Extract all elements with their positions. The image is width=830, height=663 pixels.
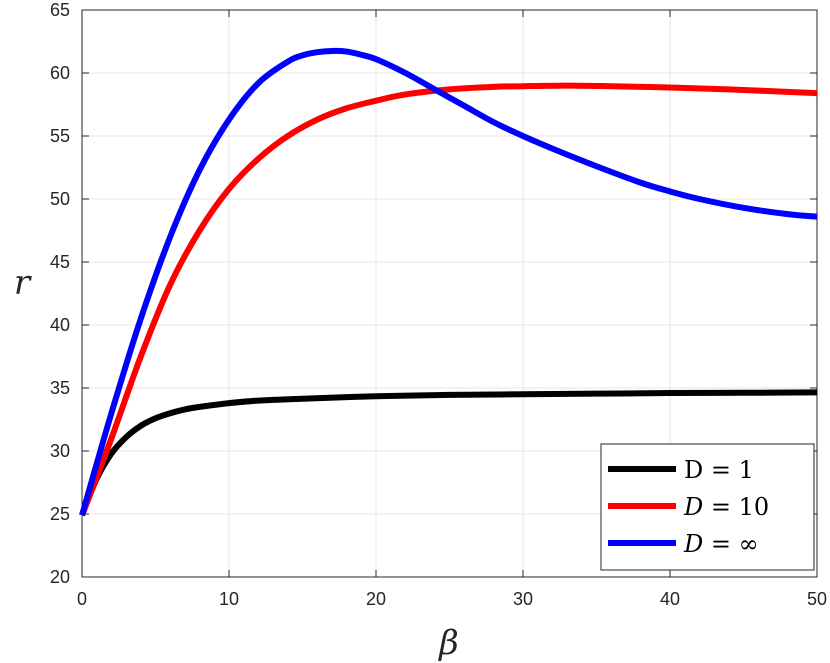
legend-entry-variable: D <box>683 493 703 521</box>
legend-entry-variable: D <box>684 456 703 484</box>
x-tick-label: 0 <box>77 589 87 609</box>
y-tick-label: 50 <box>50 189 70 209</box>
axis-ticks: 0 10 20 30 40 50 20 25 30 35 40 45 50 55 60 65 <box>50 0 827 609</box>
series-layer <box>79 47 818 517</box>
x-tick-label: 10 <box>219 589 239 609</box>
legend-entry-value: = ∞ <box>703 530 758 558</box>
legend: D = 1D = 10D = ∞ <box>600 443 815 571</box>
y-tick-label: 40 <box>50 315 70 335</box>
x-tick-label: 40 <box>660 589 680 609</box>
x-tick-label: 20 <box>366 589 386 609</box>
legend-entry-label: D = 10 <box>683 493 769 521</box>
x-axis-label: β <box>437 623 459 663</box>
x-tick-label: 30 <box>513 589 533 609</box>
y-tick-label: 20 <box>50 567 70 587</box>
series-line-1 <box>79 389 818 517</box>
legend-entry-label: D = ∞ <box>683 530 759 558</box>
plot-area-frame <box>81 9 818 578</box>
series-line-2 <box>79 82 818 517</box>
legend-entry-value: = 1 <box>703 456 754 484</box>
legend-entry-value: = 10 <box>703 493 769 521</box>
y-tick-label: 65 <box>50 0 70 20</box>
y-tick-label: 25 <box>50 504 70 524</box>
legend-entry-label: D = 1 <box>684 456 754 484</box>
y-tick-label: 30 <box>50 441 70 461</box>
y-tick-label: 60 <box>50 63 70 83</box>
series-line-3 <box>79 47 818 517</box>
y-tick-label: 55 <box>50 126 70 146</box>
x-tick-label: 50 <box>807 589 827 609</box>
y-tick-label: 35 <box>50 378 70 398</box>
y-tick-label: 45 <box>50 252 70 272</box>
y-axis-label: r <box>14 263 32 303</box>
legend-entry-variable: D <box>683 530 703 558</box>
